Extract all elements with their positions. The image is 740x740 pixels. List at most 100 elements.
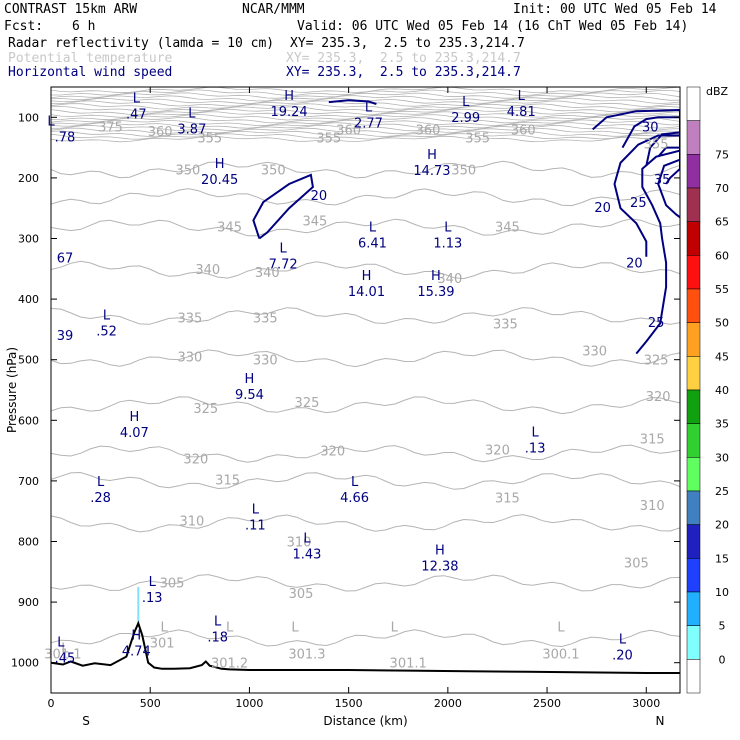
y-tick-label: 500 [18, 354, 39, 367]
theta-extremum-marker: L [160, 620, 168, 635]
wind-extremum-type: H [284, 89, 294, 104]
field-theta: Potential temperature [8, 51, 173, 66]
wind-extremum-type: L [462, 95, 470, 110]
wind-extremum-type: L [57, 636, 65, 651]
y-tick-label: 200 [18, 172, 39, 185]
wind-extremum-type: L [214, 614, 222, 629]
theta-label: 325 [644, 354, 669, 369]
theta-label: 315 [640, 432, 665, 447]
theta-label: 330 [177, 351, 202, 366]
theta-extremum-marker: L [61, 642, 69, 657]
colorbar-label: 65 [715, 216, 729, 229]
wind-extremum-value: 67 [57, 252, 74, 267]
theta-label: 320 [320, 445, 345, 460]
wind-extremum-type: L [103, 308, 111, 323]
theta-label: 330 [582, 345, 607, 360]
theta-contour-upper [51, 130, 680, 137]
theta-label: 340 [437, 272, 462, 287]
wind-extremum-value: 15.39 [417, 285, 454, 300]
wind-extremum-value: 3.87 [177, 123, 206, 138]
theta-contour [51, 188, 680, 207]
wind-contour-label: 20 [311, 189, 328, 204]
theta-label: 300.1 [542, 648, 579, 663]
theta-contour-upper [51, 133, 680, 140]
wind-contour-20-jet [252, 173, 314, 240]
theta-contour-upper [51, 122, 680, 129]
theta-contour-upper [51, 92, 680, 99]
theta-label: 360 [511, 123, 536, 138]
y-tick-label: 100 [18, 111, 39, 124]
valid-time: Valid: 06 UTC Wed 05 Feb 14 (16 ChT Wed … [297, 19, 689, 34]
theta-label: 315 [215, 474, 240, 489]
colorbar-unit: dBZ [706, 85, 729, 98]
wind-extremum-value: 7.72 [269, 258, 298, 273]
theta-label: 345 [302, 214, 327, 229]
x-tick-label: 1000 [235, 697, 263, 710]
colorbar-label: 55 [715, 283, 729, 296]
x-axis-title: Distance (km) [323, 714, 407, 728]
theta-label: 320 [485, 443, 510, 458]
colorbar-swatch [686, 389, 701, 424]
wind-extremum-type: L [351, 475, 359, 490]
wind-extremum-value: 12.38 [421, 559, 458, 574]
theta-contour-upper [51, 135, 680, 143]
wind-extremum-value: .11 [245, 518, 266, 533]
center-label: NCAR/MMM [242, 2, 305, 17]
wind-extremum-type: L [133, 91, 141, 106]
theta-label: 335 [493, 317, 518, 332]
theta-contour-upper [51, 119, 680, 127]
theta-contour-upper [51, 89, 680, 97]
theta-extremum-marker: L [557, 620, 565, 635]
field-reflectivity-xy: XY= 235.3, 2.5 to 235.3,214.7 [290, 36, 525, 51]
wind-extremum-value: 2.99 [451, 111, 480, 126]
wind-extremum-value: 14.73 [413, 164, 450, 179]
colorbar-swatch [686, 356, 701, 391]
wind-extremum-value: .47 [126, 107, 147, 122]
colorbar-swatch [686, 423, 701, 458]
wind-extremum-value: 2.77 [354, 116, 383, 131]
colorbar-label: 50 [715, 317, 729, 330]
wind-contour-label: 35 [654, 173, 671, 188]
x-tick-label: 0 [48, 697, 55, 710]
wind-contour-35 [657, 146, 680, 185]
wind-extremum-type: H [435, 543, 445, 558]
wind-contour-label: 20 [594, 201, 611, 216]
axes: 100 200 300 400 500 600 700 800 900 1000 0 500 1000 1… [5, 86, 681, 728]
wind-extremum-value: .52 [96, 324, 117, 339]
colorbar-swatch [686, 558, 701, 593]
theta-label: 330 [253, 354, 278, 369]
theta-label: 301 [150, 637, 175, 652]
field-wind: Horizontal wind speed [8, 65, 173, 80]
wind-extremum-value: .20 [612, 649, 633, 664]
theta-contour [51, 396, 680, 415]
theta-label: 315 [495, 491, 520, 506]
theta-label: 340 [255, 266, 280, 281]
theta-label: 360 [148, 125, 173, 140]
colorbar-swatch [686, 625, 701, 660]
wind-extremum-type: L [149, 575, 157, 590]
colorbar-swatch [686, 322, 701, 357]
theta-contour-upper [51, 100, 680, 107]
x-tick-label: 2500 [533, 697, 561, 710]
colorbar-swatch [686, 288, 701, 323]
theta-contour-upper [51, 108, 680, 116]
wind-extremum-value: 9.54 [235, 388, 264, 403]
theta-contour [51, 349, 680, 368]
theta-label: 355 [316, 131, 341, 146]
theta-contour-upper [51, 113, 680, 121]
wind-extremum-type: L [97, 475, 105, 490]
colorbar-swatch [686, 457, 701, 492]
x-tick-label: 500 [140, 697, 161, 710]
y-axis-title: Pressure (hPa) [5, 347, 19, 433]
wind-extremum-type: H [215, 157, 225, 172]
colorbar-swatch [686, 490, 701, 525]
y-tick-label: 600 [18, 414, 39, 427]
theta-label: 301.2 [211, 657, 248, 672]
wind-extremum-type: H [427, 148, 437, 163]
fcst-value: 6 h [72, 19, 96, 34]
wind-extremum-value: 14.01 [348, 285, 385, 300]
colorbar-swatch [686, 221, 701, 256]
colorbar-swatch [686, 524, 701, 559]
wind-contour-label: 20 [626, 257, 643, 272]
